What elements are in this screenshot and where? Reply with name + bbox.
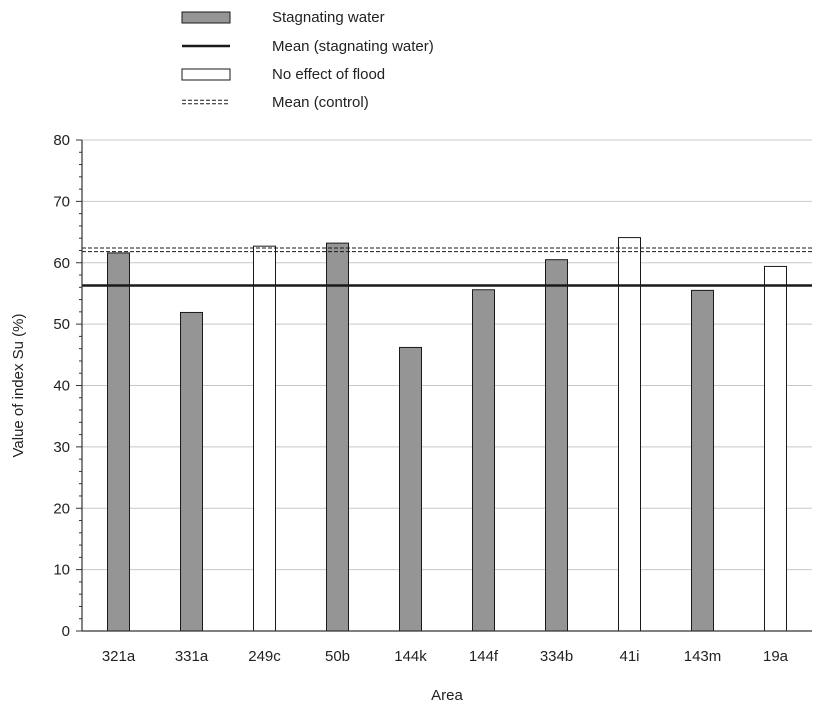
bar-19a [764, 265, 787, 632]
y-axis-title: Value of index Su (%) [10, 314, 27, 458]
bar-321a [107, 252, 130, 632]
bar-41i [618, 237, 641, 632]
legend-item-stagnating-bar: Stagnating water [181, 9, 385, 26]
legend-swatch [181, 11, 231, 24]
y-tick-label: 20 [53, 500, 70, 517]
legend-item-mean-stagnating-line: Mean (stagnating water) [182, 38, 434, 55]
grid-lines [82, 139, 812, 571]
mean-lines [82, 247, 812, 287]
x-tick-label: 144k [394, 648, 427, 665]
x-tick-label: 331a [175, 648, 209, 665]
bar-249c [253, 245, 276, 632]
x-tick-label: 50b [325, 648, 350, 665]
y-tick-label: 80 [53, 132, 70, 149]
bar-334b [545, 259, 568, 632]
x-tick-label: 19a [763, 648, 789, 665]
x-tick-label: 334b [540, 648, 573, 665]
y-tick-label: 50 [53, 316, 70, 333]
y-tick-label: 70 [53, 193, 70, 210]
legend: Stagnating water Mean (stagnating water) N… [181, 9, 434, 111]
x-tick-label: 41i [619, 648, 639, 665]
legend-label: Stagnating water [272, 9, 385, 26]
bar-143m [691, 289, 714, 632]
x-tick-label: 143m [684, 648, 722, 665]
y-tick-label: 60 [53, 255, 70, 272]
x-tick-label: 321a [102, 648, 136, 665]
y-tick-label: 10 [53, 562, 70, 579]
bar-144k [399, 346, 422, 632]
x-tick-label: 144f [469, 648, 499, 665]
bar-331a [180, 311, 203, 632]
y-tick-label: 0 [62, 623, 70, 640]
bars [107, 237, 787, 632]
x-tick-label: 249c [248, 648, 281, 665]
y-tick-label: 30 [53, 439, 70, 456]
legend-label: Mean (control) [272, 94, 369, 111]
x-axis-title: Area [431, 687, 463, 704]
legend-item-mean-control-line: Mean (control) [182, 94, 369, 111]
y-tick-label: 40 [53, 378, 70, 395]
legend-label: Mean (stagnating water) [272, 38, 434, 55]
y-tick-labels: 0 10 20 30 40 50 60 70 80 [53, 132, 82, 640]
legend-swatch [181, 68, 231, 81]
bar-50b [326, 242, 349, 632]
legend-label: No effect of flood [272, 66, 385, 83]
legend-item-control-bar: No effect of flood [181, 66, 385, 83]
bar-144f [472, 289, 495, 632]
x-tick-labels: 321a 331a 249c 50b 144k 144f 334b 41i 143m 19a [102, 648, 789, 665]
